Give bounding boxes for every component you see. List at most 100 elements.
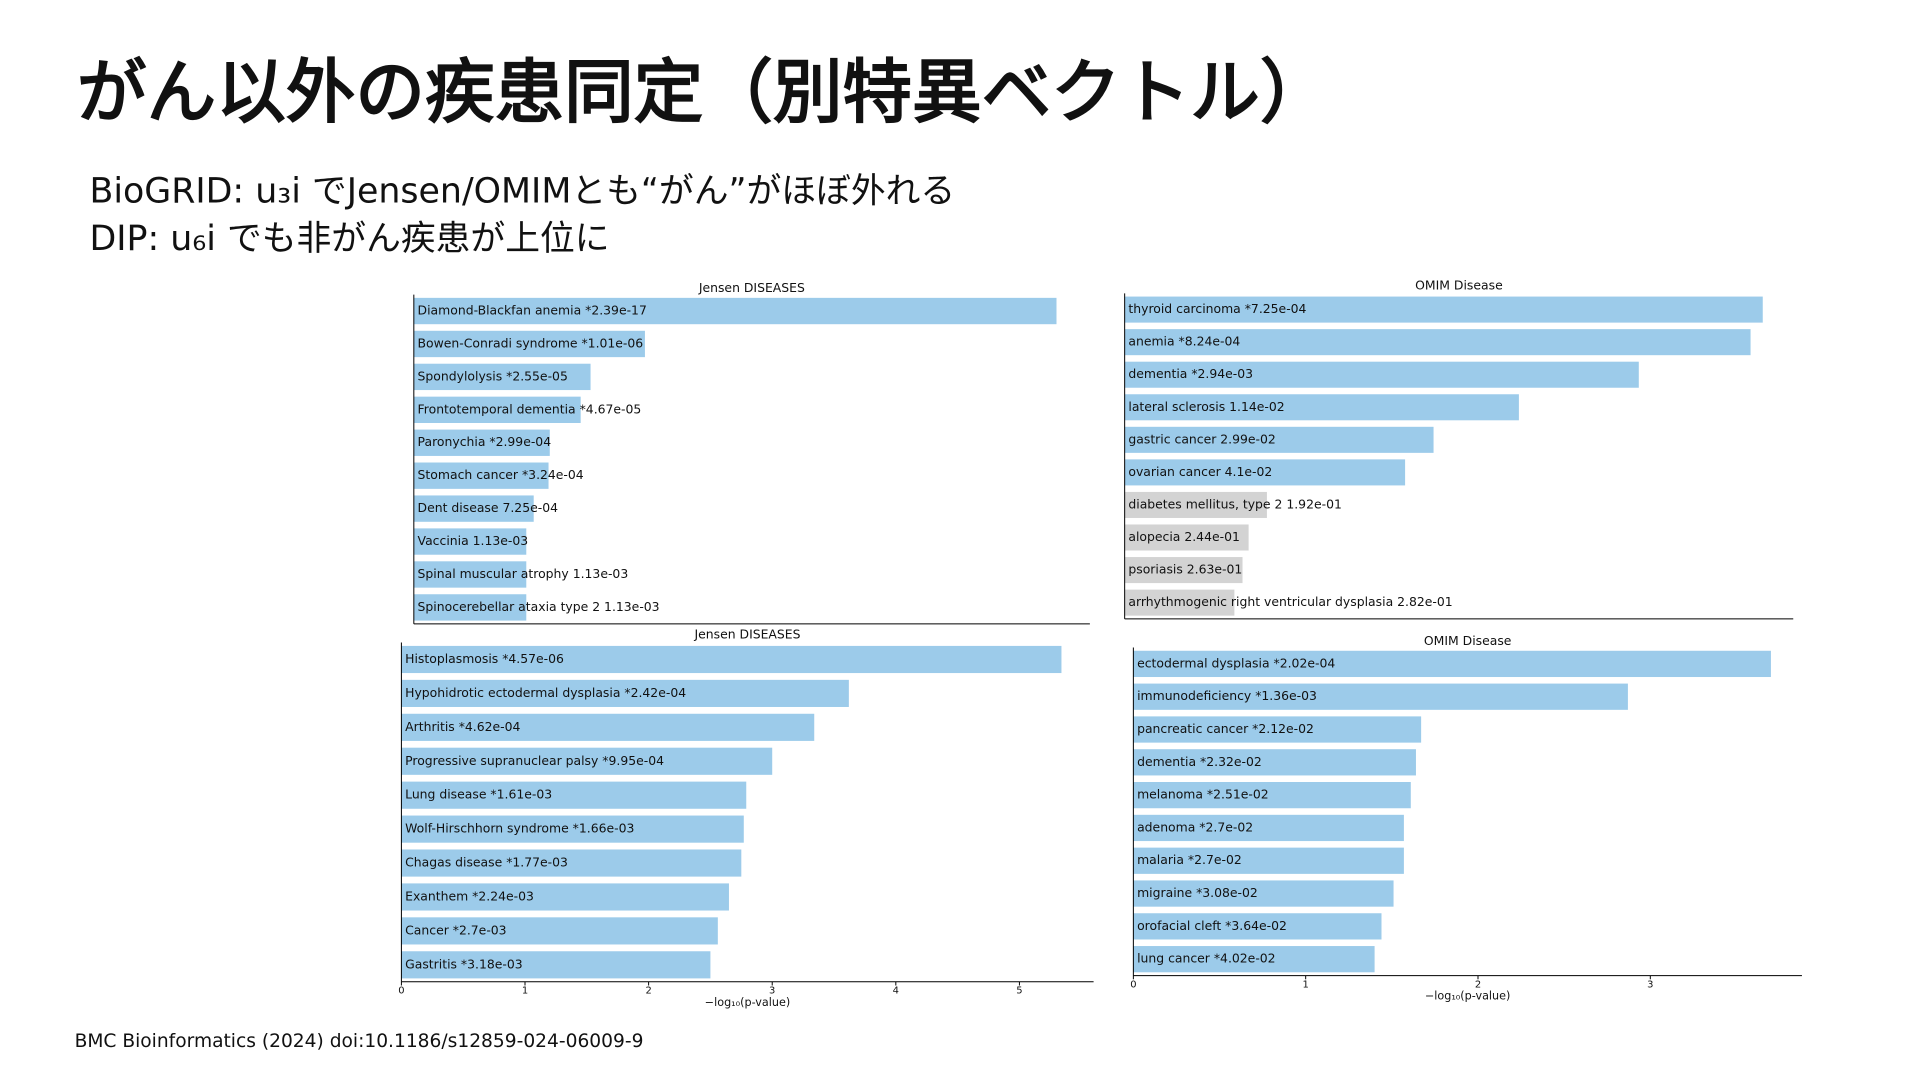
bar <box>401 781 747 809</box>
bar <box>1124 524 1249 551</box>
bar-label: alopecia 2.44e-01 <box>1128 529 1239 544</box>
bar-label: immunodeficiency *1.36e-03 <box>1137 688 1317 703</box>
x-tick-label: 3 <box>1647 979 1653 990</box>
bar <box>401 713 815 741</box>
bar-label: malaria *2.7e-02 <box>1137 852 1242 867</box>
bar-label: Bowen-Conradi syndrome *1.01e-06 <box>418 335 644 350</box>
bar-label: Stomach cancer *3.24e-04 <box>418 467 584 482</box>
bar <box>1124 361 1639 388</box>
chart-title: Jensen DISEASES <box>693 627 800 642</box>
bar <box>401 815 744 843</box>
bar <box>1124 296 1763 323</box>
bar <box>1124 329 1751 356</box>
bar-label: Histoplasmosis *4.57e-06 <box>405 651 564 666</box>
bar <box>413 528 527 555</box>
x-tick-label: 0 <box>398 985 404 996</box>
chart-title: OMIM Disease <box>1415 277 1503 292</box>
bar-label: thyroid carcinoma *7.25e-04 <box>1128 301 1306 316</box>
subtitle-line: DIP: u₆i でも非がん疾患が上位に <box>89 219 609 259</box>
bar-label: pancreatic cancer *2.12e-02 <box>1137 721 1314 736</box>
bar <box>413 297 1057 325</box>
slide-title: がん以外の疾患同定（別特異ベクトル） <box>77 52 1329 133</box>
x-tick-label: 0 <box>1130 979 1136 990</box>
x-tick-label: 2 <box>645 985 651 996</box>
chart-title: OMIM Disease <box>1424 633 1512 648</box>
bar-label: orofacial cleft *3.64e-02 <box>1137 918 1287 933</box>
bar <box>1133 880 1394 907</box>
bar <box>1124 557 1243 584</box>
bar <box>1124 394 1519 421</box>
x-tick-label: 1 <box>1303 979 1309 990</box>
x-tick-label: 4 <box>893 985 899 996</box>
bar-label: Spinocerebellar ataxia type 2 1.13e-03 <box>418 599 660 614</box>
bar <box>1133 716 1422 743</box>
bar-label: melanoma *2.51e-02 <box>1137 787 1269 802</box>
bar-label: Chagas disease *1.77e-03 <box>405 855 568 870</box>
bar <box>413 396 581 423</box>
bar-label: Wolf-Hirschhorn syndrome *1.66e-03 <box>405 821 634 836</box>
bar-label: Hypohidrotic ectodermal dysplasia *2.42e… <box>405 685 686 700</box>
chart-title: Jensen DISEASES <box>698 280 805 295</box>
bar-label: Dent disease 7.25e-04 <box>418 500 559 515</box>
bar-label: Lung disease *1.61e-03 <box>405 787 552 802</box>
bar <box>413 429 550 456</box>
subtitle-line: BioGRID: u₃i でJensen/OMIMとも“がん”がほぼ外れる <box>89 172 955 212</box>
bar-label: arrhythmogenic right ventricular dysplas… <box>1128 594 1452 609</box>
bar <box>1133 814 1404 842</box>
bar-label: Paronychia *2.99e-04 <box>418 434 552 449</box>
bar <box>401 645 1062 674</box>
bar-label: lateral sclerosis 1.14e-02 <box>1128 399 1284 414</box>
bar-label: Spinal muscular atrophy 1.13e-03 <box>418 566 629 581</box>
bar-label: gastric cancer 2.99e-02 <box>1128 431 1275 446</box>
bar-label: ovarian cancer 4.1e-02 <box>1128 464 1272 479</box>
bar-label: psoriasis 2.63e-01 <box>1128 562 1242 577</box>
bar <box>413 330 645 358</box>
bar-label: Arthritis *4.62e-04 <box>405 719 520 734</box>
bar <box>401 917 718 945</box>
bar <box>401 951 711 979</box>
bar <box>413 363 591 391</box>
bar <box>1133 683 1628 710</box>
bar <box>1133 847 1404 874</box>
bar <box>1124 491 1267 518</box>
bar-label: Diamond-Blackfan anemia *2.39e-17 <box>418 303 647 318</box>
x-tick-label: 2 <box>1475 979 1481 990</box>
bar-label: adenoma *2.7e-02 <box>1137 819 1253 834</box>
bar-label: Gastritis *3.18e-03 <box>405 956 523 971</box>
bar <box>413 462 549 489</box>
x-tick-label: 5 <box>1016 985 1022 996</box>
bar-label: Vaccinia 1.13e-03 <box>418 533 529 548</box>
bar <box>401 883 729 911</box>
bar-label: ectodermal dysplasia *2.02e-04 <box>1137 655 1335 670</box>
citation: BMC Bioinformatics (2024) doi:10.1186/s1… <box>75 1031 644 1052</box>
bar-label: Cancer *2.7e-03 <box>405 922 506 937</box>
bar-label: dementia *2.94e-03 <box>1128 366 1253 381</box>
bar <box>1124 426 1434 453</box>
bar-label: anemia *8.24e-04 <box>1128 334 1240 349</box>
bar <box>401 849 742 877</box>
bar-label: lung cancer *4.02e-02 <box>1137 951 1276 966</box>
x-tick-label: 3 <box>769 985 775 996</box>
bar <box>1133 782 1411 809</box>
bar <box>1133 913 1382 940</box>
bar <box>401 747 773 775</box>
bar <box>401 679 849 707</box>
bar <box>1133 749 1416 776</box>
bar <box>1133 946 1375 973</box>
bar <box>1124 459 1406 486</box>
bar <box>413 561 527 588</box>
bar <box>1133 650 1771 678</box>
bar-label: dementia *2.32e-02 <box>1137 754 1262 769</box>
bar <box>413 594 527 621</box>
bar-label: Frontotemporal dementia *4.67e-05 <box>418 401 642 416</box>
x-axis-label: −log₁₀(p-value) <box>1425 990 1510 1003</box>
bar <box>1124 589 1235 616</box>
bar-label: diabetes mellitus, type 2 1.92e-01 <box>1128 496 1342 511</box>
bar-label: Progressive supranuclear palsy *9.95e-04 <box>405 753 664 768</box>
x-tick-label: 1 <box>522 985 528 996</box>
bar-label: Spondylolysis *2.55e-05 <box>418 368 568 383</box>
bar-label: migraine *3.08e-02 <box>1137 885 1258 900</box>
bar <box>413 495 534 522</box>
bar-label: Exanthem *2.24e-03 <box>405 888 534 903</box>
